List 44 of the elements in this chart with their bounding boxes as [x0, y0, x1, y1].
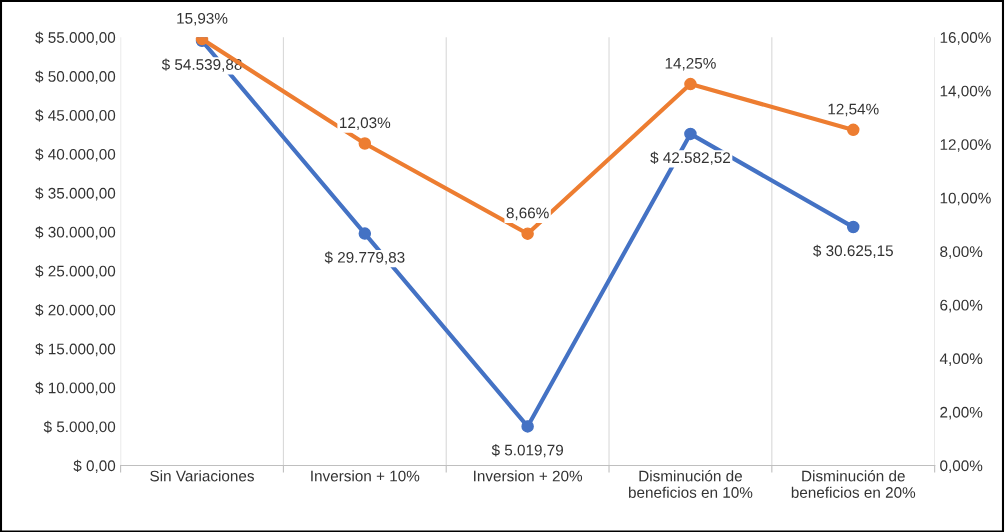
y-tick-label: $ 40.000,00 [35, 148, 116, 162]
data-label: $ 29.779,83 [324, 251, 405, 265]
data-label: 14,25% [665, 57, 716, 71]
y-tick-label: $ 45.000,00 [35, 109, 116, 123]
y-tick-label: $ 20.000,00 [35, 303, 116, 318]
y-tick-label: $ 15.000,00 [35, 342, 116, 357]
point [358, 227, 372, 240]
y-tick-label: $ 55.000,00 [35, 31, 116, 45]
point [846, 220, 860, 234]
y2-tick-label: 6,00% [940, 299, 983, 313]
y2-tick-label: 16,00% [940, 32, 991, 45]
point [358, 137, 372, 150]
data-label: $ 5.019,79 [491, 444, 564, 458]
x-tick-label: Sin Variaciones [150, 470, 254, 482]
data-label: 8,66% [506, 207, 549, 221]
x-tick-label: Disminución de beneficios en 20% [791, 470, 916, 498]
y2-tick-label: 12,00% [940, 139, 991, 152]
y2-tick-label: 14,00% [940, 85, 991, 99]
point [684, 77, 697, 91]
x-tick-label: Inversion + 20% [474, 470, 583, 482]
y2-tick-label: 2,00% [940, 406, 983, 420]
y2-tick-label: 8,00% [940, 246, 983, 259]
data-label: 12,54% [828, 103, 879, 117]
x-tick-label: Inversion + 10% [311, 470, 420, 482]
y-tick-label: $ 30.000,00 [35, 226, 116, 240]
x-tick-label: Disminución de beneficios en 10% [629, 470, 753, 498]
point [684, 127, 697, 141]
data-label: 12,03% [340, 117, 391, 130]
y-tick-label: $ 5.000,00 [43, 420, 116, 435]
y2-tick-label: 0,00% [940, 460, 983, 473]
y-tick-label: $ 50.000,00 [35, 70, 116, 84]
y-tick-label: $ 25.000,00 [35, 265, 116, 279]
data-label: $ 54.539,88 [161, 58, 242, 72]
point [521, 420, 534, 433]
point [521, 227, 534, 240]
point [846, 123, 860, 137]
y-tick-label: $ 35.000,00 [35, 187, 116, 201]
y2-tick-label: 4,00% [939, 353, 983, 366]
y-tick-label: $ 0,00 [73, 459, 116, 473]
data-label: $ 30.625,15 [813, 244, 893, 258]
data-label: 15,93% [177, 12, 228, 26]
data-label: $ 42.582,52 [650, 151, 731, 165]
y-tick-label: $ 10.000,00 [35, 381, 116, 396]
y2-tick-label: 10,00% [940, 192, 991, 206]
